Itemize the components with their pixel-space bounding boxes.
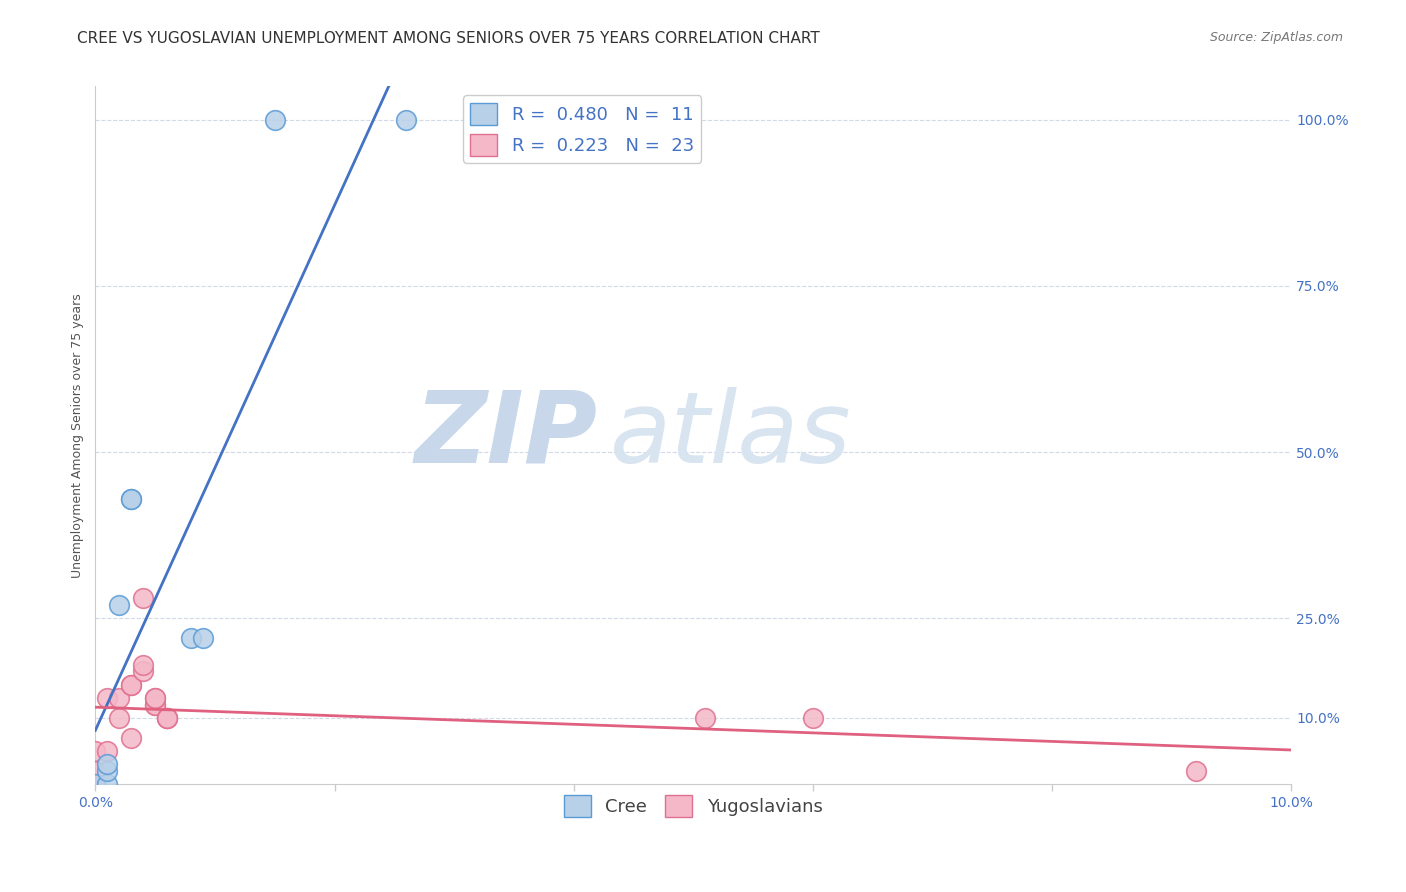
Point (132, 591, 155, 606)
Point (143, 698, 166, 712)
Point (108, 691, 131, 706)
Point (120, 491, 142, 506)
Point (96, 691, 118, 706)
Point (695, 711, 717, 725)
Point (120, 678, 142, 692)
Point (96, 764, 118, 778)
Point (108, 711, 131, 725)
Point (180, 631, 202, 645)
Point (96, 744, 118, 758)
Point (156, 711, 179, 725)
Point (263, 112, 285, 127)
Point (191, 631, 214, 645)
Point (120, 491, 142, 506)
Point (96, 777, 118, 791)
Point (156, 711, 179, 725)
Text: atlas: atlas (610, 387, 851, 483)
Point (132, 665, 155, 679)
Text: ZIP: ZIP (415, 387, 598, 483)
Point (143, 698, 166, 712)
Point (96, 757, 118, 772)
Point (84, 777, 107, 791)
Point (108, 598, 131, 612)
Point (84, 777, 107, 791)
Text: Source: ZipAtlas.com: Source: ZipAtlas.com (1209, 31, 1343, 45)
Point (143, 691, 166, 706)
Point (120, 731, 142, 745)
Text: CREE VS YUGOSLAVIAN UNEMPLOYMENT AMONG SENIORS OVER 75 YEARS CORRELATION CHART: CREE VS YUGOSLAVIAN UNEMPLOYMENT AMONG S… (77, 31, 820, 46)
Point (1184, 764, 1206, 778)
Point (120, 678, 142, 692)
Point (132, 657, 155, 672)
Y-axis label: Unemployment Among Seniors over 75 years: Unemployment Among Seniors over 75 years (72, 293, 84, 578)
Point (395, 112, 418, 127)
Point (801, 711, 824, 725)
Point (143, 691, 166, 706)
Legend: Cree, Yugoslavians: Cree, Yugoslavians (557, 788, 830, 824)
Point (84, 744, 107, 758)
Point (84, 764, 107, 778)
Point (156, 711, 179, 725)
